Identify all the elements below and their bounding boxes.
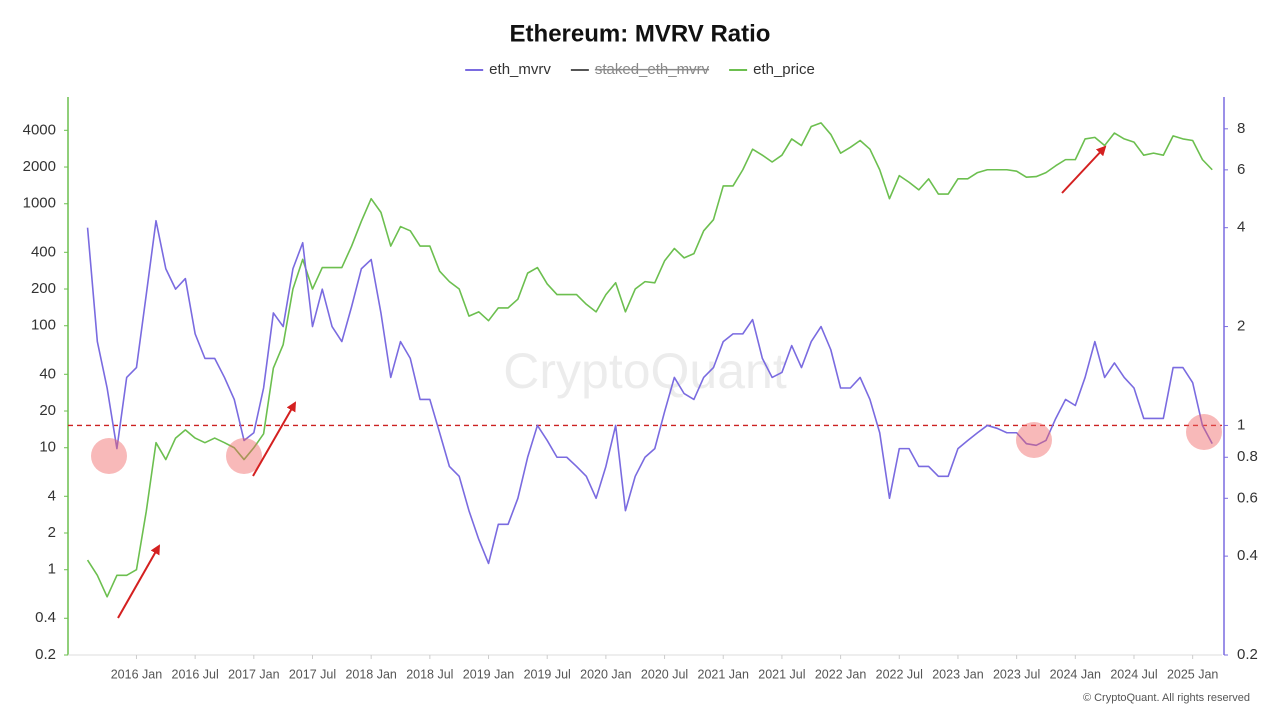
- y-tick-label: 0.2: [35, 646, 56, 663]
- x-tick-label: 2017 Jan: [228, 667, 279, 681]
- arrow: [1061, 145, 1107, 194]
- y2-tick-label: 4: [1237, 219, 1245, 236]
- x-tick-label: 2023 Jan: [932, 667, 983, 681]
- annotations: [91, 145, 1222, 619]
- x-tick-label: 2021 Jul: [758, 667, 805, 681]
- x-tick-label: 2025 Jan: [1167, 667, 1218, 681]
- x-tick-label: 2018 Jul: [406, 667, 453, 681]
- y-tick-label: 1: [48, 561, 56, 578]
- y-tick-label: 0.4: [35, 609, 56, 626]
- y-tick-label: 20: [39, 402, 56, 419]
- y2-tick-label: 0.6: [1237, 489, 1258, 506]
- x-tick-label: 2019 Jul: [524, 667, 571, 681]
- plot: 0.2 0.4 1 2 4 10 20 40 100 200 400 1000 2000 4000 0.2 0…: [23, 97, 1258, 681]
- y2-tick-label: 0.2: [1237, 646, 1258, 663]
- y-tick-label: 100: [31, 317, 56, 334]
- highlight-circle: [91, 438, 127, 474]
- x-tick-label: 2024 Jan: [1050, 667, 1101, 681]
- y2-tick-label: 0.8: [1237, 448, 1258, 465]
- y-tick-label: 4: [48, 487, 56, 504]
- watermark: CryptoQuant: [503, 343, 787, 399]
- legend-item: eth_mvrv: [465, 61, 551, 78]
- y-tick-label: 1000: [23, 195, 56, 212]
- x-tick-label: 2016 Jan: [111, 667, 162, 681]
- y2-tick-label: 6: [1237, 161, 1245, 178]
- x-tick-label: 2022 Jan: [815, 667, 866, 681]
- x-tick-label: 2018 Jan: [345, 667, 396, 681]
- x-tick-label: 2023 Jul: [993, 667, 1040, 681]
- arrow: [252, 401, 296, 477]
- y2-tick-label: 8: [1237, 120, 1245, 137]
- x-tick-label: 2016 Jul: [172, 667, 219, 681]
- highlight-circle: [1016, 422, 1052, 458]
- x-tick-label: 2024 Jul: [1110, 667, 1157, 681]
- x-tick-label: 2020 Jul: [641, 667, 688, 681]
- legend-item: staked_eth_mvrv: [570, 61, 710, 78]
- arrow: [117, 544, 160, 619]
- series-line: [86, 219, 1213, 565]
- x-tick-label: 2019 Jan: [463, 667, 514, 681]
- x-tick-label: 2020 Jan: [580, 667, 631, 681]
- legend-label: eth_price: [753, 61, 815, 78]
- x-tick-label: 2017 Jul: [289, 667, 336, 681]
- y-tick-label: 10: [39, 439, 56, 456]
- highlight-circle: [226, 438, 262, 474]
- x-tick-label: 2022 Jul: [876, 667, 923, 681]
- highlight-circle: [1186, 414, 1222, 450]
- chart-title: Ethereum: MVRV Ratio: [510, 20, 771, 47]
- series-line: [86, 122, 1213, 598]
- y-tick-label: 400: [31, 243, 56, 260]
- footer: © CryptoQuant. All rights reserved: [1083, 692, 1250, 704]
- legend-label: staked_eth_mvrv: [595, 61, 710, 78]
- y2-tick-label: 2: [1237, 318, 1245, 335]
- legend-label: eth_mvrv: [489, 61, 551, 78]
- x-tick-label: 2021 Jan: [698, 667, 749, 681]
- y-tick-label: 200: [31, 280, 56, 297]
- legend-item: eth_price: [729, 61, 815, 78]
- y2-tick-label: 0.4: [1237, 547, 1258, 564]
- y2-tick-label: 1: [1237, 416, 1245, 433]
- y-tick-label: 4000: [23, 121, 56, 138]
- y-tick-label: 2000: [23, 158, 56, 175]
- y-tick-label: 2: [48, 524, 56, 541]
- y-tick-label: 40: [39, 365, 56, 382]
- legend: eth_mvrv staked_eth_mvrv eth_price: [465, 61, 815, 78]
